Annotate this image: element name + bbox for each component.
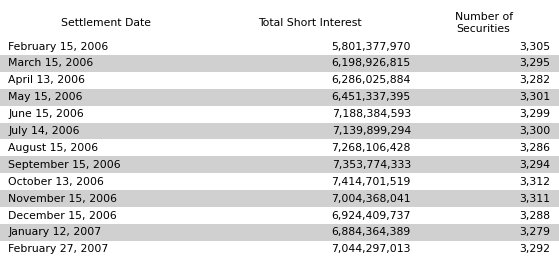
Text: 7,044,297,013: 7,044,297,013: [331, 244, 411, 254]
Bar: [0, 190, 559, 207]
Text: 3,305: 3,305: [519, 42, 551, 52]
Bar: [0, 72, 559, 89]
Text: 6,924,409,737: 6,924,409,737: [331, 210, 411, 220]
Text: October 13, 2006: October 13, 2006: [8, 177, 105, 187]
Bar: [0, 38, 559, 55]
Text: 3,279: 3,279: [520, 227, 551, 237]
Bar: [0, 224, 559, 241]
Text: 3,295: 3,295: [520, 58, 551, 68]
Bar: [0, 156, 559, 173]
Text: 3,288: 3,288: [520, 210, 551, 220]
Text: February 15, 2006: February 15, 2006: [8, 42, 108, 52]
Text: 6,451,337,395: 6,451,337,395: [331, 92, 411, 102]
Text: January 12, 2007: January 12, 2007: [8, 227, 102, 237]
Bar: [0, 89, 559, 106]
Text: 3,286: 3,286: [520, 143, 551, 153]
Text: 6,884,364,389: 6,884,364,389: [331, 227, 411, 237]
Text: 3,299: 3,299: [520, 109, 551, 119]
Text: December 15, 2006: December 15, 2006: [8, 210, 117, 220]
Text: Number of
Securities: Number of Securities: [454, 12, 513, 34]
Text: 6,286,025,884: 6,286,025,884: [331, 75, 411, 85]
Text: September 15, 2006: September 15, 2006: [8, 160, 121, 170]
Text: Total Short Interest: Total Short Interest: [258, 18, 362, 28]
Text: Settlement Date: Settlement Date: [60, 18, 150, 28]
Bar: [0, 106, 559, 123]
Bar: [0, 173, 559, 190]
Text: November 15, 2006: November 15, 2006: [8, 194, 117, 204]
Bar: [0, 123, 559, 139]
Text: 7,139,899,294: 7,139,899,294: [331, 126, 411, 136]
Text: 7,268,106,428: 7,268,106,428: [331, 143, 411, 153]
Text: 7,004,368,041: 7,004,368,041: [331, 194, 411, 204]
Text: 3,300: 3,300: [519, 126, 551, 136]
Text: 3,294: 3,294: [520, 160, 551, 170]
Text: 5,801,377,970: 5,801,377,970: [331, 42, 411, 52]
Text: 6,198,926,815: 6,198,926,815: [331, 58, 411, 68]
Text: June 15, 2006: June 15, 2006: [8, 109, 84, 119]
Text: 7,353,774,333: 7,353,774,333: [331, 160, 411, 170]
Text: 3,301: 3,301: [519, 92, 551, 102]
Bar: [0, 8, 559, 38]
Text: August 15, 2006: August 15, 2006: [8, 143, 98, 153]
Text: February 27, 2007: February 27, 2007: [8, 244, 108, 254]
Bar: [0, 55, 559, 72]
Bar: [0, 207, 559, 224]
Text: 3,311: 3,311: [520, 194, 551, 204]
Text: 7,414,701,519: 7,414,701,519: [331, 177, 411, 187]
Text: 7,188,384,593: 7,188,384,593: [331, 109, 411, 119]
Text: 3,282: 3,282: [520, 75, 551, 85]
Text: 3,292: 3,292: [520, 244, 551, 254]
Text: March 15, 2006: March 15, 2006: [8, 58, 94, 68]
Text: May 15, 2006: May 15, 2006: [8, 92, 83, 102]
Text: April 13, 2006: April 13, 2006: [8, 75, 86, 85]
Text: 3,312: 3,312: [520, 177, 551, 187]
Bar: [0, 139, 559, 156]
Text: July 14, 2006: July 14, 2006: [8, 126, 80, 136]
Bar: [0, 241, 559, 258]
